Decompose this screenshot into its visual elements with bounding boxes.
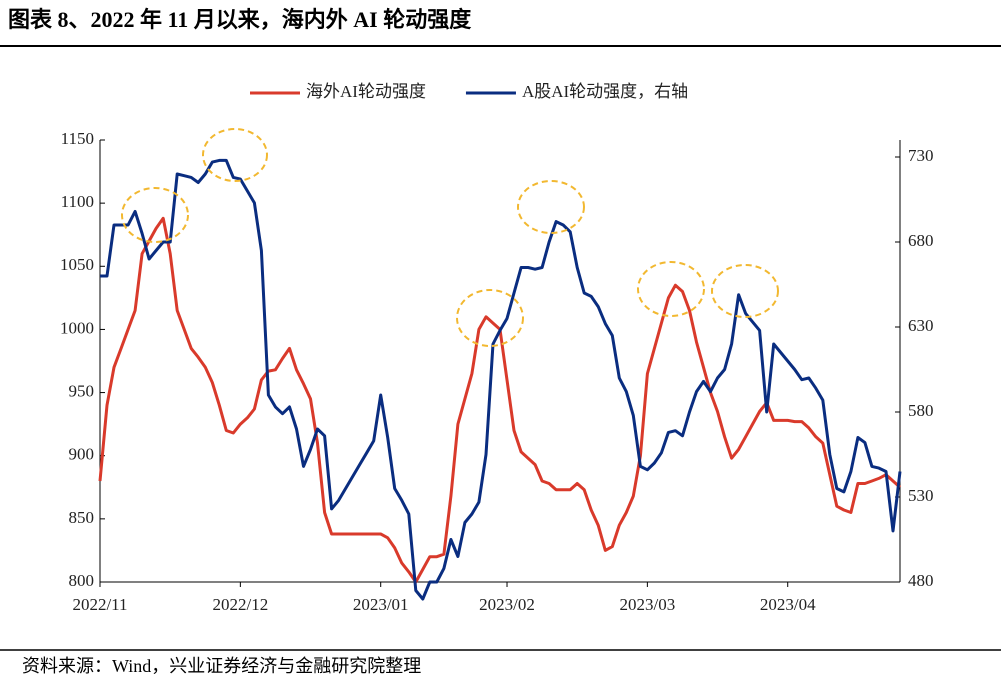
legend-label: 海外AI轮动强度 bbox=[306, 82, 426, 101]
y2-tick-label: 580 bbox=[908, 401, 934, 420]
highlight bbox=[711, 264, 779, 318]
y-tick-label: 1100 bbox=[61, 192, 94, 211]
legend-label: A股AI轮动强度，右轴 bbox=[522, 82, 688, 101]
x-tick-label: 2022/11 bbox=[72, 595, 127, 614]
x-tick-label: 2023/01 bbox=[353, 595, 409, 614]
y-tick-label: 1000 bbox=[60, 318, 94, 337]
y2-tick-label: 530 bbox=[908, 486, 934, 505]
y2-tick-label: 480 bbox=[908, 571, 934, 590]
highlight bbox=[202, 128, 268, 182]
y-tick-label: 1050 bbox=[60, 255, 94, 274]
highlight bbox=[121, 187, 189, 243]
x-tick-label: 2023/02 bbox=[479, 595, 535, 614]
chart-title: 图表 8、2022 年 11 月以来，海内外 AI 轮动强度 bbox=[8, 7, 472, 32]
y-tick-label: 800 bbox=[69, 571, 95, 590]
highlight bbox=[517, 180, 585, 234]
source: 资料来源：Wind，兴业证券经济与金融研究院整理 bbox=[22, 656, 421, 676]
y2-tick-label: 680 bbox=[908, 231, 934, 250]
y-tick-label: 950 bbox=[69, 381, 95, 400]
x-tick-label: 2023/03 bbox=[620, 595, 676, 614]
x-tick-label: 2022/12 bbox=[212, 595, 268, 614]
x-tick-label: 2023/04 bbox=[760, 595, 816, 614]
y-tick-label: 1150 bbox=[61, 129, 94, 148]
highlight bbox=[456, 289, 524, 347]
y2-tick-label: 730 bbox=[908, 146, 934, 165]
y2-tick-label: 630 bbox=[908, 316, 934, 335]
y-tick-label: 850 bbox=[69, 508, 95, 527]
y-tick-label: 900 bbox=[69, 445, 95, 464]
line-series bbox=[100, 158, 902, 601]
line-series bbox=[98, 216, 902, 584]
highlight bbox=[637, 261, 705, 317]
